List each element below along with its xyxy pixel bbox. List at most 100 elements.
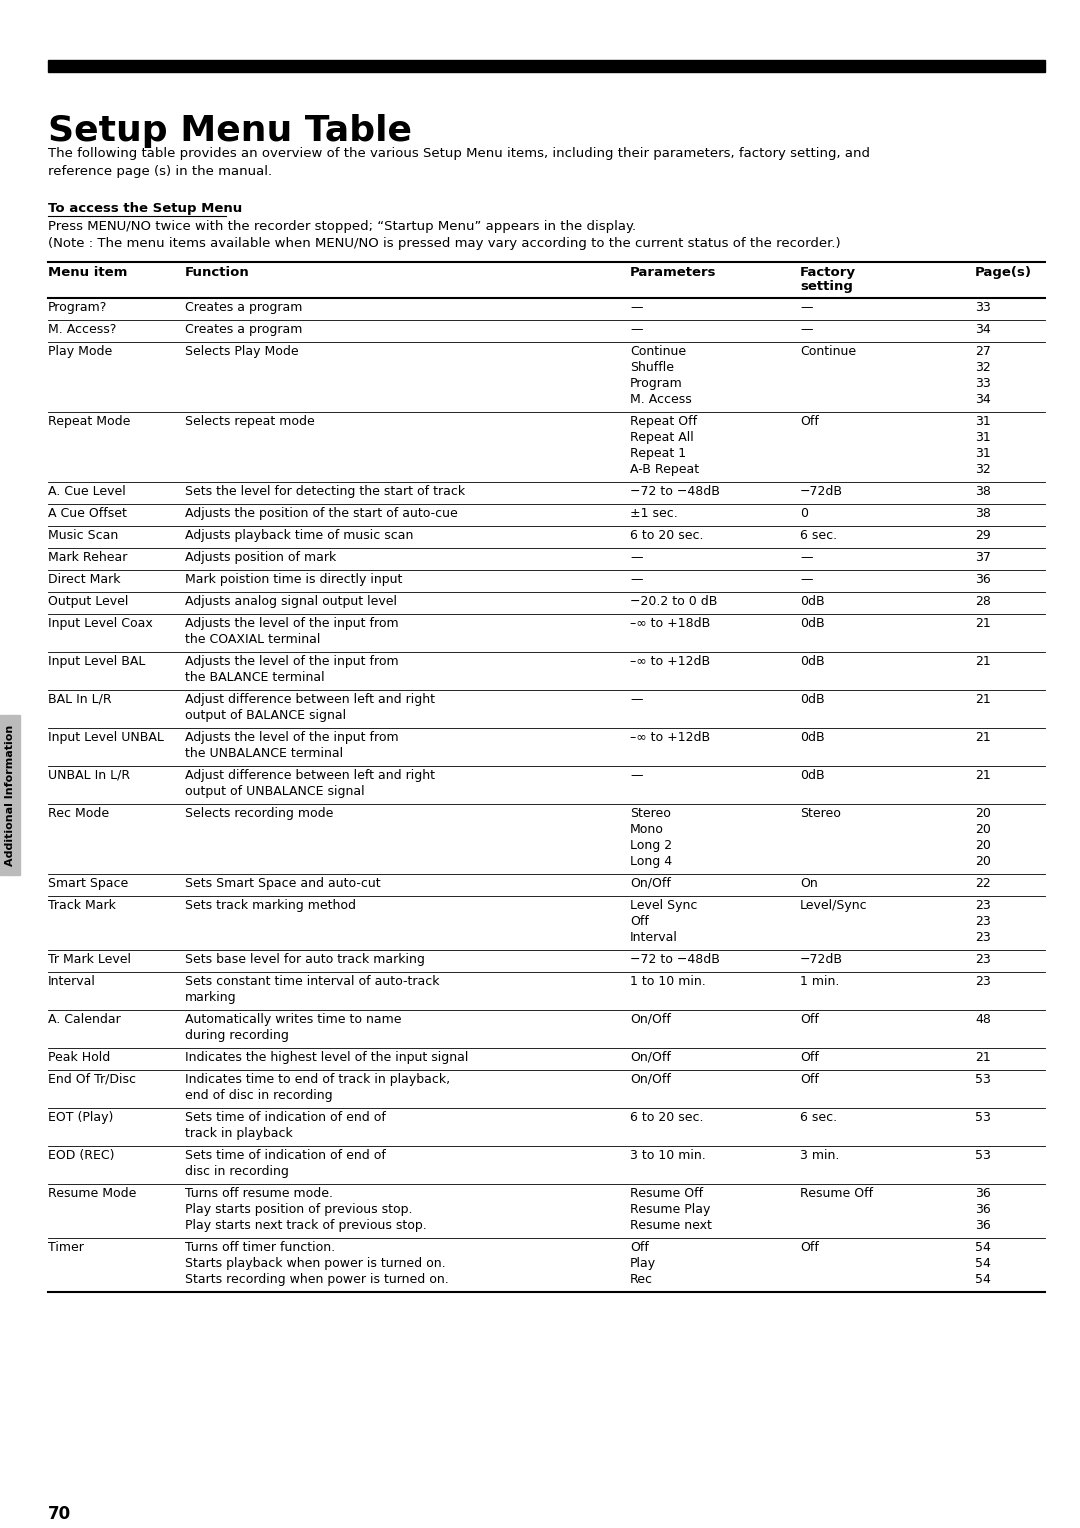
Text: 21: 21 [975, 1051, 990, 1063]
Text: −72dB: −72dB [800, 953, 843, 966]
Text: Stereo: Stereo [800, 807, 841, 821]
Text: 34: 34 [975, 393, 990, 406]
Text: 0dB: 0dB [800, 769, 825, 782]
Text: On: On [800, 877, 818, 889]
Text: EOT (Play): EOT (Play) [48, 1111, 113, 1125]
Text: Input Level Coax: Input Level Coax [48, 617, 152, 630]
Text: Sets time of indication of end of: Sets time of indication of end of [185, 1149, 386, 1161]
Text: Input Level UNBAL: Input Level UNBAL [48, 730, 164, 744]
Text: –∞ to +12dB: –∞ to +12dB [630, 730, 711, 744]
Text: Adjust difference between left and right: Adjust difference between left and right [185, 694, 435, 706]
Text: 36: 36 [975, 1187, 990, 1199]
Text: 34: 34 [975, 322, 990, 336]
Text: 1 to 10 min.: 1 to 10 min. [630, 975, 705, 989]
Text: Sets the level for detecting the start of track: Sets the level for detecting the start o… [185, 484, 465, 498]
Text: Shuffle: Shuffle [630, 361, 674, 374]
Text: Starts recording when power is turned on.: Starts recording when power is turned on… [185, 1273, 449, 1287]
Text: Interval: Interval [630, 931, 678, 944]
Text: Off: Off [800, 1241, 819, 1254]
Text: Play: Play [630, 1258, 657, 1270]
Text: the UNBALANCE terminal: the UNBALANCE terminal [185, 747, 343, 759]
Text: Selects Play Mode: Selects Play Mode [185, 345, 299, 358]
Text: 31: 31 [975, 431, 990, 445]
Text: the BALANCE terminal: the BALANCE terminal [185, 671, 325, 685]
Text: 54: 54 [975, 1258, 990, 1270]
Text: output of BALANCE signal: output of BALANCE signal [185, 709, 346, 723]
Text: Long 4: Long 4 [630, 856, 672, 868]
Text: Smart Space: Smart Space [48, 877, 129, 889]
Text: Resume Play: Resume Play [630, 1203, 711, 1216]
Text: the COAXIAL terminal: the COAXIAL terminal [185, 633, 321, 646]
Text: 0dB: 0dB [800, 617, 825, 630]
Text: 6 to 20 sec.: 6 to 20 sec. [630, 1111, 703, 1125]
Text: 38: 38 [975, 484, 990, 498]
Text: Resume next: Resume next [630, 1219, 712, 1232]
Text: 54: 54 [975, 1241, 990, 1254]
Text: A-B Repeat: A-B Repeat [630, 463, 699, 477]
Text: Off: Off [800, 1013, 819, 1025]
Text: Adjusts position of mark: Adjusts position of mark [185, 552, 336, 564]
Text: —: — [800, 301, 812, 313]
Text: –∞ to +18dB: –∞ to +18dB [630, 617, 711, 630]
Text: Starts playback when power is turned on.: Starts playback when power is turned on. [185, 1258, 446, 1270]
Text: Play Mode: Play Mode [48, 345, 112, 358]
Text: −72 to −48dB: −72 to −48dB [630, 484, 720, 498]
Text: Output Level: Output Level [48, 594, 129, 608]
Text: 6 sec.: 6 sec. [800, 1111, 837, 1125]
Text: —: — [800, 322, 812, 336]
Text: 23: 23 [975, 931, 990, 944]
Text: Stereo: Stereo [630, 807, 671, 821]
Text: 29: 29 [975, 529, 990, 542]
Text: —: — [800, 552, 812, 564]
Text: —: — [630, 552, 643, 564]
Text: Off: Off [630, 1241, 649, 1254]
Text: To access the Setup Menu: To access the Setup Menu [48, 202, 242, 215]
Text: Page(s): Page(s) [975, 266, 1032, 280]
Text: Level Sync: Level Sync [630, 898, 698, 912]
Text: Repeat 1: Repeat 1 [630, 448, 686, 460]
Text: —: — [630, 769, 643, 782]
Text: On/Off: On/Off [630, 1013, 671, 1025]
Text: Off: Off [630, 915, 649, 927]
Text: 36: 36 [975, 1219, 990, 1232]
Text: 0dB: 0dB [800, 694, 825, 706]
Text: Off: Off [800, 416, 819, 428]
Text: Sets track marking method: Sets track marking method [185, 898, 356, 912]
Text: 3 to 10 min.: 3 to 10 min. [630, 1149, 705, 1161]
Text: 70: 70 [48, 1505, 71, 1523]
Text: Peak Hold: Peak Hold [48, 1051, 110, 1063]
Text: Rec Mode: Rec Mode [48, 807, 109, 821]
Text: −20.2 to 0 dB: −20.2 to 0 dB [630, 594, 717, 608]
Text: —: — [630, 322, 643, 336]
Text: 28: 28 [975, 594, 990, 608]
Text: track in playback: track in playback [185, 1128, 293, 1140]
Text: Factory: Factory [800, 266, 856, 280]
Text: Adjusts analog signal output level: Adjusts analog signal output level [185, 594, 397, 608]
Text: Mark Rehear: Mark Rehear [48, 552, 127, 564]
Text: Music Scan: Music Scan [48, 529, 118, 542]
Text: A Cue Offset: A Cue Offset [48, 507, 126, 520]
Text: Additional Information: Additional Information [5, 724, 15, 866]
Text: Timer: Timer [48, 1241, 84, 1254]
Text: Resume Off: Resume Off [630, 1187, 703, 1199]
Text: 27: 27 [975, 345, 990, 358]
Text: Continue: Continue [800, 345, 856, 358]
Text: 21: 21 [975, 694, 990, 706]
Text: 20: 20 [975, 856, 990, 868]
Text: −72dB: −72dB [800, 484, 843, 498]
Text: Function: Function [185, 266, 249, 280]
Text: Program: Program [630, 377, 683, 390]
Text: —: — [800, 573, 812, 587]
Text: A. Cue Level: A. Cue Level [48, 484, 125, 498]
Text: Direct Mark: Direct Mark [48, 573, 121, 587]
Text: Mark poistion time is directly input: Mark poistion time is directly input [185, 573, 403, 587]
Text: during recording: during recording [185, 1028, 288, 1042]
Text: 31: 31 [975, 448, 990, 460]
Text: Play starts position of previous stop.: Play starts position of previous stop. [185, 1203, 413, 1216]
Text: 36: 36 [975, 573, 990, 587]
Text: On/Off: On/Off [630, 877, 671, 889]
Text: Adjusts the position of the start of auto-cue: Adjusts the position of the start of aut… [185, 507, 458, 520]
Text: Indicates the highest level of the input signal: Indicates the highest level of the input… [185, 1051, 469, 1063]
Text: 20: 20 [975, 824, 990, 836]
Text: Selects repeat mode: Selects repeat mode [185, 416, 314, 428]
